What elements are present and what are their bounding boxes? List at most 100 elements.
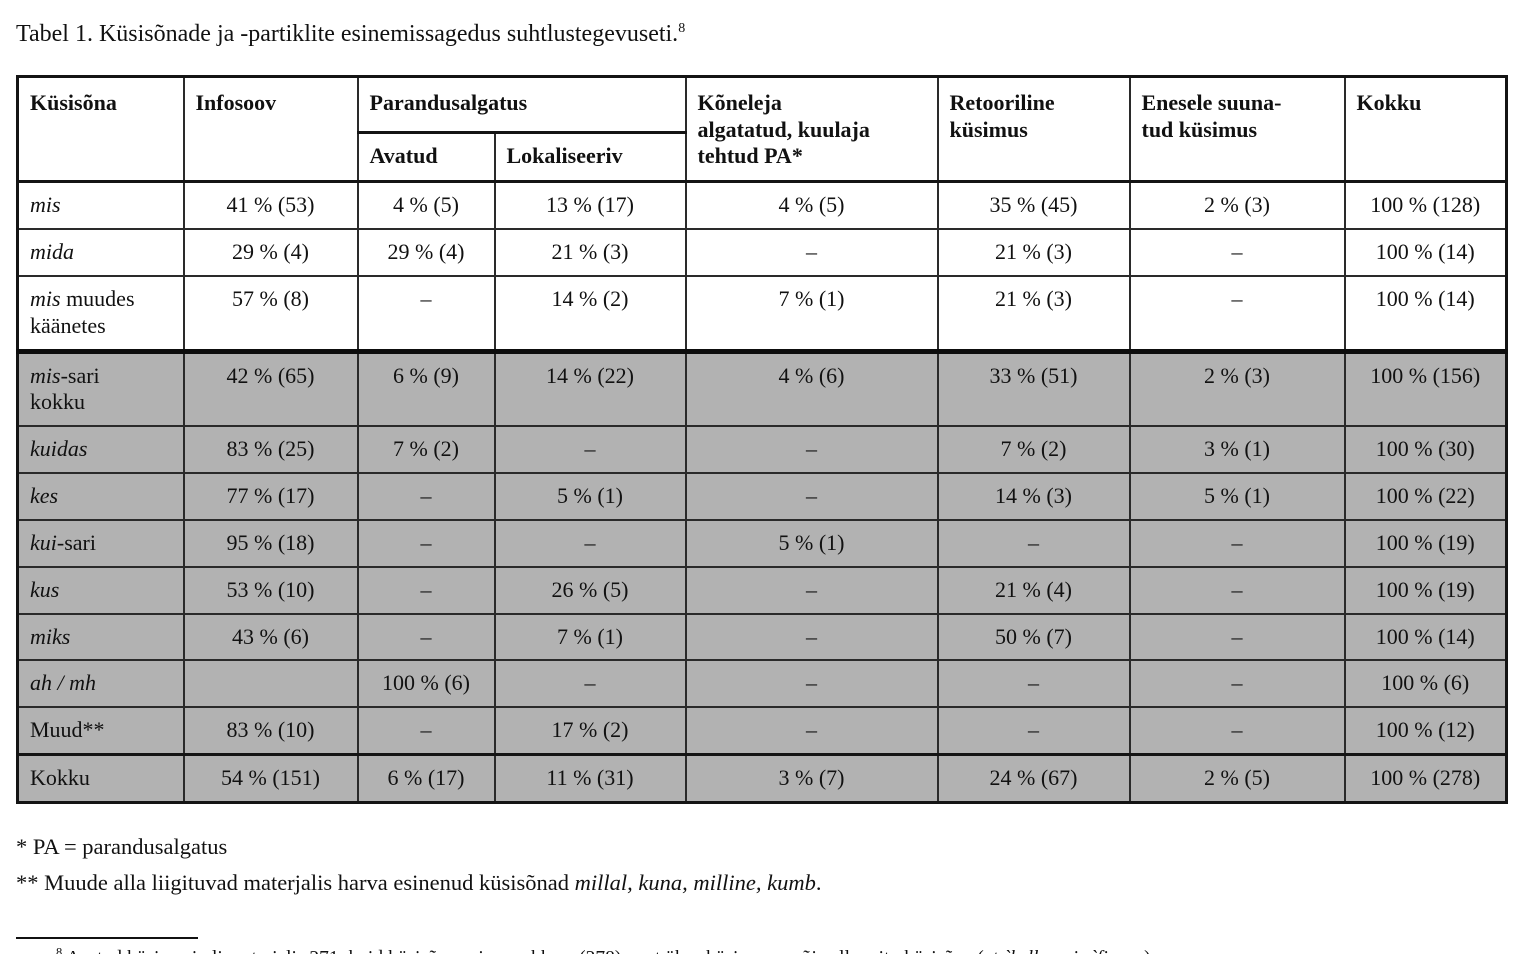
- header-row-2: Avatud Lokaliseeriv: [18, 131, 1507, 184]
- header-infosoov: Infosoov: [182, 75, 359, 184]
- table-row-kes: kes 77 % (17) – 5 % (1) – 14 % (3) 5 % (…: [16, 472, 1508, 521]
- cell-avatud: 100 % (6): [356, 659, 496, 709]
- header-kusisona: Küsisõna: [16, 75, 185, 184]
- row-label: mis: [16, 180, 185, 231]
- row-label-italic: kus: [30, 576, 60, 602]
- cell-retooriline: 50 % (7): [936, 612, 1131, 662]
- cell-koneleja-pa: –: [684, 706, 939, 756]
- cell-retooriline: 7 % (2): [936, 425, 1131, 475]
- header-enesele: Enesele suuna- tud küsimus: [1128, 75, 1346, 184]
- cell-infosoov: 42 % (65): [182, 348, 359, 428]
- table-title-text: Tabel 1. Küsisõnade ja -partiklite esine…: [16, 21, 679, 47]
- row-label-regular: -sari: [56, 529, 96, 555]
- cell-avatud: –: [356, 472, 496, 521]
- table-row-mis: mis 41 % (53) 4 % (5) 13 % (17) 4 % (5) …: [16, 180, 1508, 231]
- footnote-double-star-prefix: ** Muude alla liigituvad materjalis harv…: [16, 869, 575, 895]
- cell-koneleja-pa: 4 % (5): [684, 180, 939, 231]
- cell-lokaliseeriv: –: [493, 518, 687, 568]
- frequency-table: Küsisõna Infosoov Parandusalgatus Kõnele…: [16, 74, 1508, 804]
- cell-kokku: 100 % (19): [1343, 565, 1508, 615]
- row-label: Kokku: [16, 753, 185, 804]
- row-label-italic: kuidas: [30, 436, 88, 462]
- cell-enesele: –: [1128, 706, 1346, 756]
- cell-lokaliseeriv: 17 % (2): [493, 706, 687, 756]
- cell-kokku: 100 % (156): [1343, 348, 1508, 428]
- cell-kokku: 100 % (278): [1343, 753, 1508, 804]
- cell-lokaliseeriv: 26 % (5): [493, 565, 687, 615]
- table-row-miks: miks 43 % (6) – 7 % (1) – 50 % (7) – 100…: [16, 612, 1508, 662]
- cell-kokku: 100 % (30): [1343, 425, 1508, 475]
- cell-kokku: 100 % (19): [1343, 518, 1508, 568]
- table-row-mis-muudes-kaanetes: mis muudes käänetes 57 % (8) – 14 % (2) …: [16, 274, 1508, 353]
- table-row-muud: Muud** 83 % (10) – 17 % (2) – – – 100 % …: [16, 706, 1508, 756]
- cell-koneleja-pa: 7 % (1): [684, 274, 939, 353]
- footnote-double-star-italic: millal, kuna, milline, kumb: [574, 869, 816, 895]
- cell-koneleja-pa: –: [684, 612, 939, 662]
- cell-lokaliseeriv: 13 % (17): [493, 180, 687, 231]
- row-label-italic: kui: [30, 529, 57, 555]
- table-row-kus: kus 53 % (10) – 26 % (5) – 21 % (4) – 10…: [16, 565, 1508, 615]
- table-row-mis-sari-kokku: mis-sari kokku 42 % (65) 6 % (9) 14 % (2…: [16, 348, 1508, 428]
- footnote-8-suffix: ).: [1144, 948, 1155, 954]
- table-row-ah-mh: ah / mh 100 % (6) – – – – 100 % (6): [16, 659, 1508, 709]
- row-label-regular: -sari kokku: [30, 362, 100, 415]
- cell-enesele: –: [1128, 565, 1346, 615]
- cell-infosoov: [182, 659, 359, 709]
- footnote-8-italic: `kelle: mis `firma.: [1004, 948, 1144, 954]
- row-label: ah / mh: [16, 659, 185, 709]
- cell-retooriline: 35 % (45): [936, 180, 1131, 231]
- row-label-regular: muudes käänetes: [30, 285, 135, 338]
- header-koneleja-pa: Kõneleja algatatud, kuulaja tehtud PA*: [684, 75, 939, 184]
- row-label-regular: Muud**: [30, 717, 105, 743]
- cell-retooriline: –: [936, 706, 1131, 756]
- table-row-mida: mida 29 % (4) 29 % (4) 21 % (3) – 21 % (…: [16, 228, 1508, 277]
- row-label: Muud**: [16, 706, 185, 756]
- cell-avatud: 6 % (17): [356, 753, 496, 804]
- row-label-italic: miks: [30, 623, 71, 649]
- row-label: kes: [16, 472, 185, 521]
- footnote-8-prefix: Avatud küsimusi oli materjalis 271, kuid…: [66, 948, 1004, 954]
- header-retooriline: Retooriline küsimus: [936, 75, 1131, 184]
- header-kokku: Kokku: [1343, 75, 1508, 184]
- row-label-italic: mis: [30, 285, 61, 311]
- cell-koneleja-pa: –: [684, 565, 939, 615]
- cell-koneleja-pa: 4 % (6): [684, 348, 939, 428]
- row-label-italic: mida: [30, 239, 74, 265]
- cell-retooriline: 33 % (51): [936, 348, 1131, 428]
- table-row-kokku-total: Kokku 54 % (151) 6 % (17) 11 % (31) 3 % …: [16, 753, 1508, 804]
- footnote-8-marker: 8: [56, 945, 63, 954]
- cell-kokku: 100 % (14): [1343, 228, 1508, 277]
- cell-lokaliseeriv: –: [493, 425, 687, 475]
- cell-avatud: –: [356, 565, 496, 615]
- cell-kokku: 100 % (128): [1343, 180, 1508, 231]
- cell-lokaliseeriv: 11 % (31): [493, 753, 687, 804]
- cell-lokaliseeriv: –: [493, 659, 687, 709]
- cell-infosoov: 95 % (18): [182, 518, 359, 568]
- cell-avatud: 6 % (9): [356, 348, 496, 428]
- cell-infosoov: 29 % (4): [182, 228, 359, 277]
- cell-enesele: 2 % (3): [1128, 348, 1346, 428]
- table-title: Tabel 1. Küsisõnade ja -partiklite esine…: [16, 20, 1509, 49]
- cell-avatud: 29 % (4): [356, 228, 496, 277]
- table-row-kui-sari: kui-sari 95 % (18) – – 5 % (1) – – 100 %…: [16, 518, 1508, 568]
- cell-enesele: –: [1128, 228, 1346, 277]
- cell-infosoov: 83 % (25): [182, 425, 359, 475]
- cell-koneleja-pa: –: [684, 425, 939, 475]
- cell-kokku: 100 % (14): [1343, 612, 1508, 662]
- cell-enesele: 5 % (1): [1128, 472, 1346, 521]
- footnote-double-star-suffix: .: [815, 869, 822, 895]
- cell-kokku: 100 % (6): [1343, 659, 1508, 709]
- cell-lokaliseeriv: 14 % (22): [493, 348, 687, 428]
- row-label: kuidas: [16, 425, 185, 475]
- cell-retooriline: 21 % (4): [936, 565, 1131, 615]
- cell-infosoov: 54 % (151): [182, 753, 359, 804]
- header-row-1: Küsisõna Infosoov Parandusalgatus Kõnele…: [16, 75, 1508, 184]
- cell-lokaliseeriv: 5 % (1): [493, 472, 687, 521]
- footnotes-block: * PA = parandusalgatus ** Muude alla lii…: [16, 829, 1509, 954]
- cell-avatud: 4 % (5): [356, 180, 496, 231]
- cell-retooriline: –: [936, 518, 1131, 568]
- footnote-double-star: ** Muude alla liigituvad materjalis harv…: [16, 865, 1509, 901]
- cell-retooriline: 21 % (3): [936, 274, 1131, 353]
- cell-avatud: –: [356, 612, 496, 662]
- cell-enesele: 2 % (3): [1128, 180, 1346, 231]
